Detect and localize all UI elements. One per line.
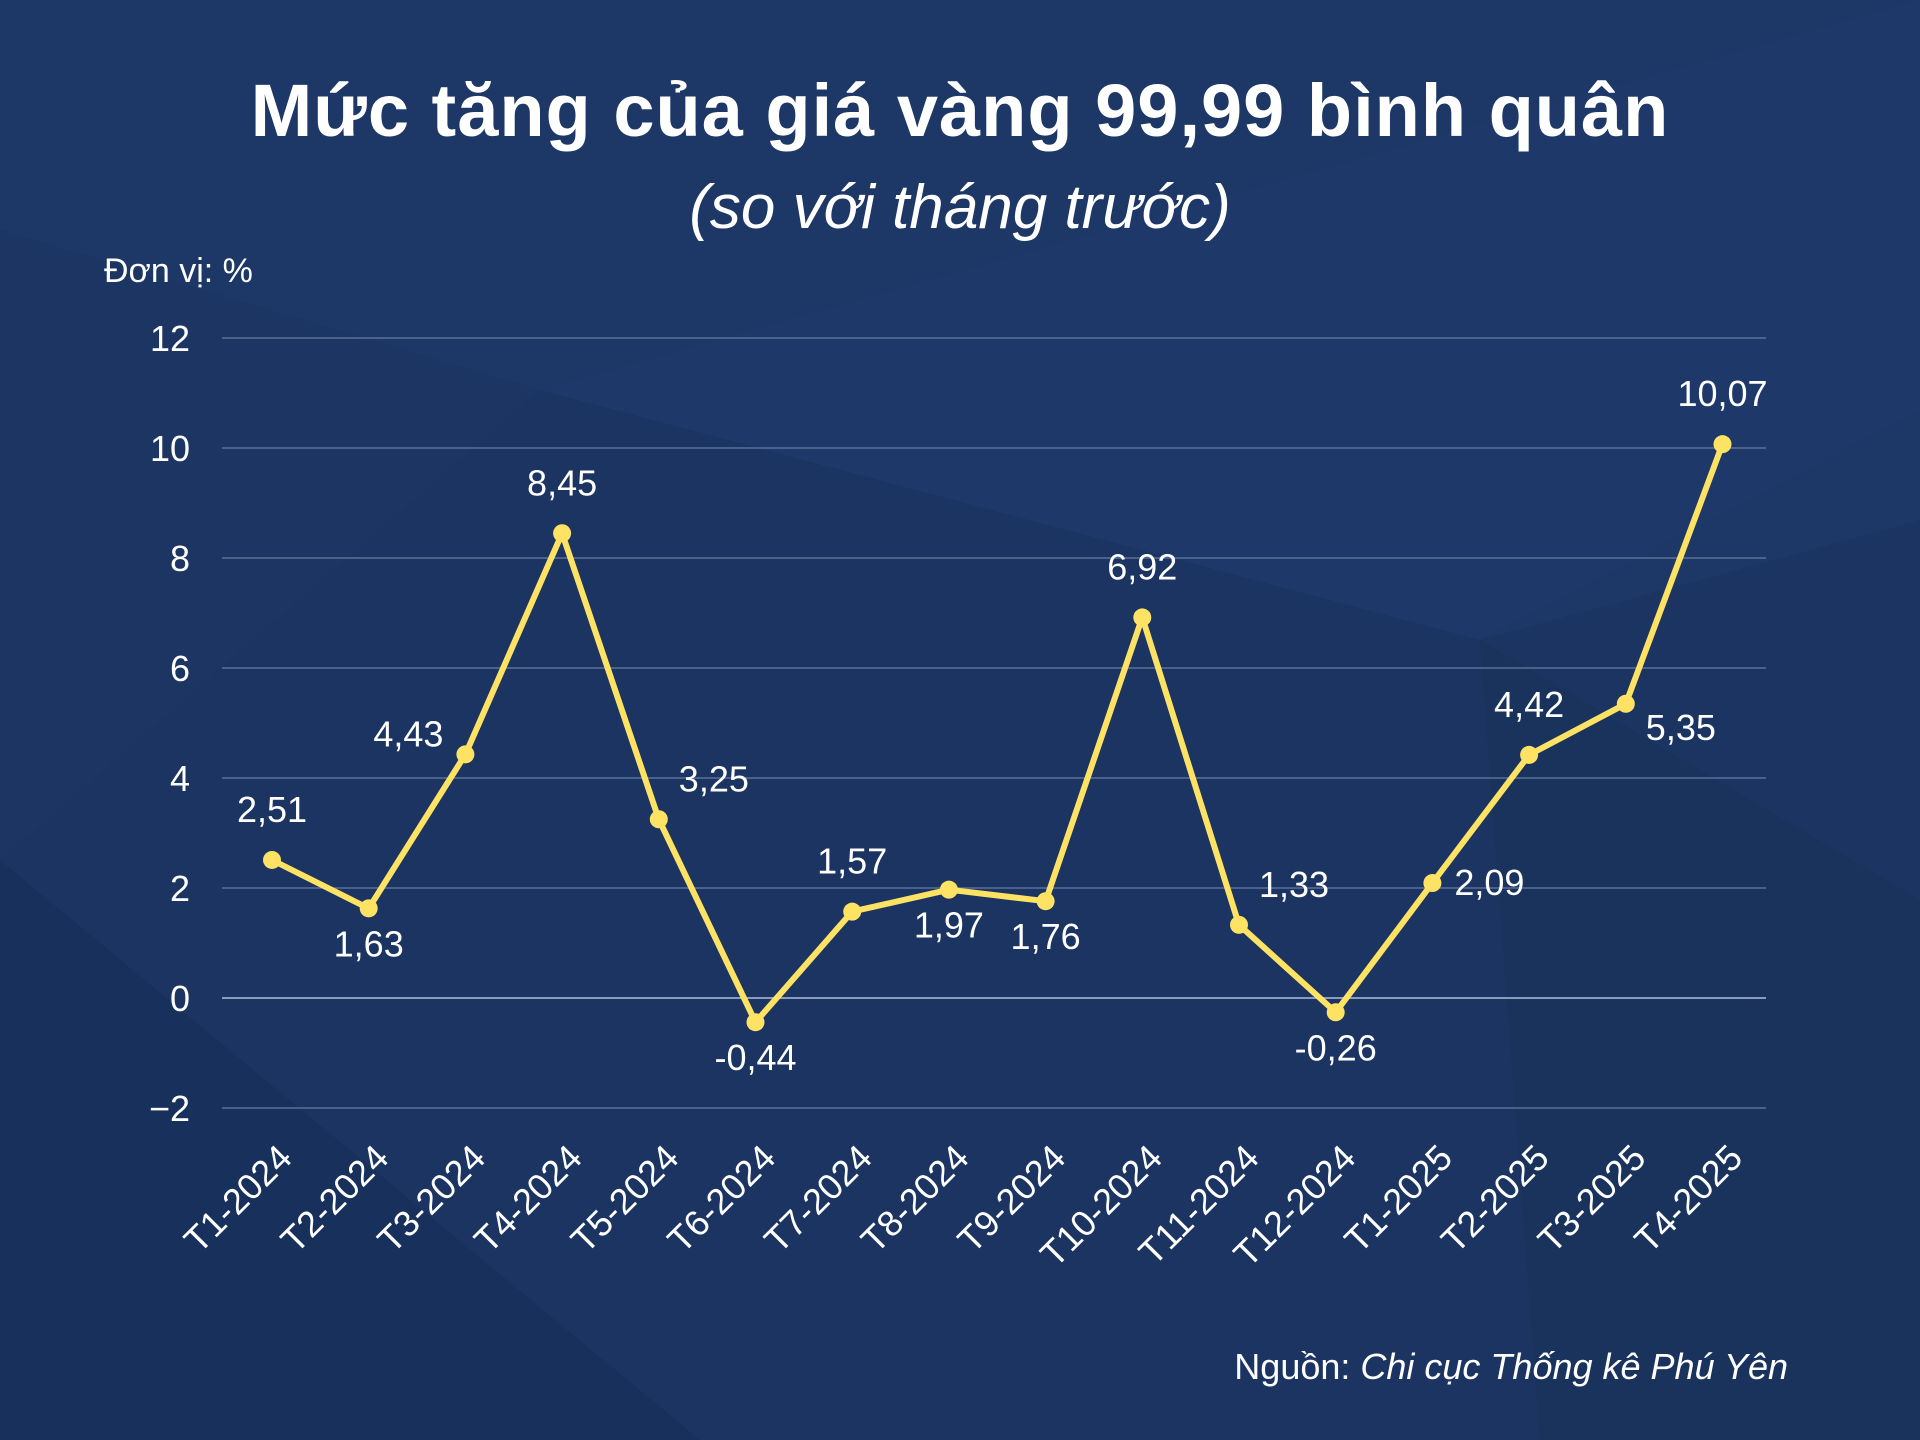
data-point (1230, 915, 1248, 934)
data-point (1520, 745, 1539, 764)
data-label: 4,43 (373, 713, 443, 754)
y-tick-label: 0 (170, 978, 190, 1019)
y-tick-label: 4 (170, 758, 190, 799)
data-point (1616, 694, 1635, 713)
data-label: -0,44 (714, 1037, 796, 1078)
source-name: Chi cục Thống kê Phú Yên (1360, 1346, 1788, 1387)
data-label: 3,25 (679, 758, 749, 799)
y-tick-label: 12 (150, 318, 190, 359)
x-axis-tick-labels: T1-2024T2-2024T3-2024T4-2024T5-2024T6-20… (176, 1137, 1750, 1275)
x-tick-label: T8-2024 (853, 1137, 977, 1261)
gridlines (222, 337, 1766, 1109)
y-tick-label: 6 (170, 648, 190, 689)
x-tick-label: T2-2025 (1433, 1137, 1557, 1261)
y-axis-tick-labels: 12 10 8 6 4 2 0 −2 (149, 318, 190, 1129)
data-point (1036, 892, 1055, 911)
data-label: 6,92 (1107, 546, 1177, 587)
data-point (359, 899, 378, 918)
x-tick-label: T6-2024 (659, 1137, 783, 1261)
chart-subtitle: (so với tháng trước) (689, 173, 1231, 242)
y-tick-label: 2 (170, 868, 190, 909)
data-label: 10,07 (1677, 373, 1767, 414)
source-prefix: Nguồn: (1234, 1346, 1361, 1387)
data-label: 1,76 (1011, 916, 1081, 957)
data-labels: 2,51 1,63 4,43 8,45 3,25 -0,44 1,57 1,97 1,76 6,9… (237, 373, 1768, 1078)
data-label: -0,26 (1295, 1027, 1377, 1068)
data-point (1423, 874, 1442, 893)
data-point (649, 810, 668, 829)
data-label: 2,09 (1454, 862, 1524, 903)
x-tick-label: T4-2024 (466, 1137, 590, 1261)
x-tick-label: T3-2025 (1530, 1137, 1654, 1261)
data-point (1326, 1003, 1345, 1022)
data-point (553, 524, 572, 543)
x-tick-label: T2-2024 (273, 1137, 397, 1261)
x-tick-label: T4-2025 (1626, 1137, 1750, 1261)
data-label: 1,57 (817, 841, 887, 882)
data-point (1713, 435, 1732, 454)
x-tick-label: T5-2024 (563, 1137, 687, 1261)
data-point (1133, 608, 1152, 627)
x-tick-label: T3-2024 (369, 1137, 493, 1261)
data-point (843, 902, 862, 921)
chart-title: Mức tăng của giá vàng 99,99 bình quân (250, 69, 1670, 152)
series-polyline (269, 441, 1726, 1026)
x-tick-label: T1-2024 (176, 1137, 300, 1261)
unit-label: Đơn vị: % (104, 252, 253, 290)
y-tick-label: 10 (150, 428, 190, 469)
source-note: Nguồn: Chi cục Thống kê Phú Yên (1234, 1346, 1788, 1388)
series-line (269, 441, 1726, 1026)
x-tick-label: T7-2024 (756, 1137, 880, 1261)
data-label: 8,45 (527, 462, 597, 503)
data-points (263, 435, 1732, 1032)
data-label: 1,63 (334, 923, 404, 964)
data-label: 5,35 (1646, 707, 1716, 748)
data-point (939, 880, 958, 899)
y-tick-label: −2 (149, 1088, 190, 1129)
data-point (263, 850, 281, 869)
x-tick-label: T1-2025 (1336, 1137, 1460, 1261)
data-label: 2,51 (237, 789, 307, 830)
data-label: 4,42 (1494, 684, 1564, 725)
data-point (746, 1013, 765, 1032)
data-label: 1,33 (1259, 864, 1329, 905)
data-label: 1,97 (914, 905, 984, 946)
y-tick-label: 8 (170, 538, 190, 579)
data-point (456, 745, 475, 764)
